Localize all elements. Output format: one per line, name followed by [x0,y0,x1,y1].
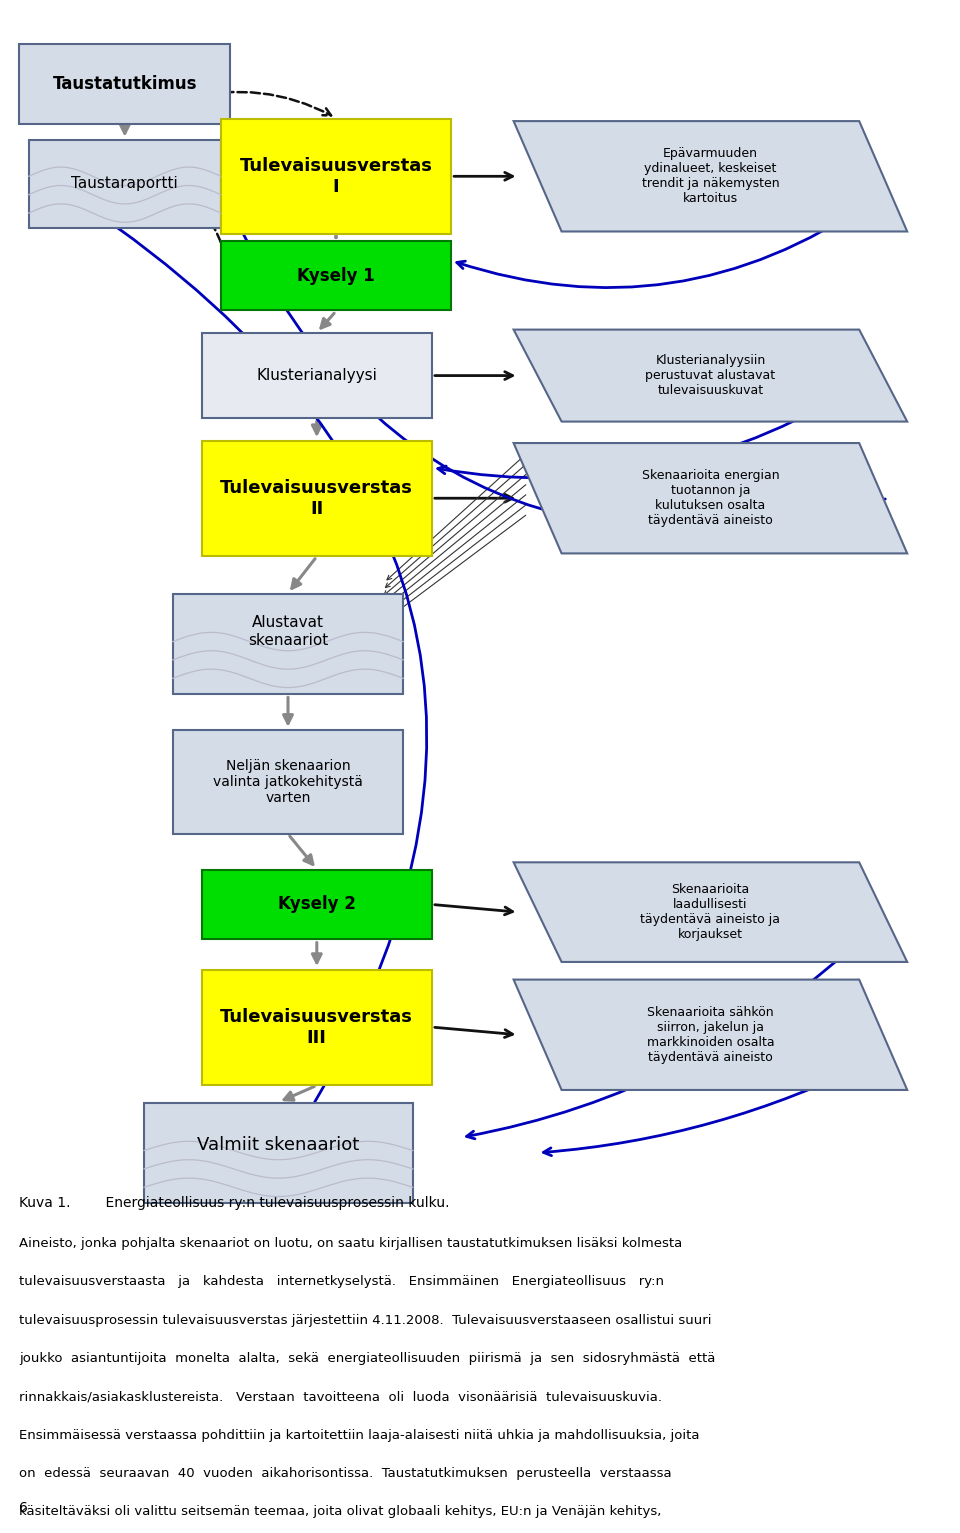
FancyBboxPatch shape [221,120,451,235]
Text: 6: 6 [19,1501,28,1515]
FancyBboxPatch shape [202,871,432,938]
FancyBboxPatch shape [221,242,451,311]
Polygon shape [514,980,907,1090]
Text: käsiteltäväksi oli valittu seitsemän teemaa, joita olivat globaali kehitys, EU:n: käsiteltäväksi oli valittu seitsemän tee… [19,1505,661,1518]
Text: Ensimmäisessä verstaassa pohdittiin ja kartoitettiin laaja-alaisesti niitä uhkia: Ensimmäisessä verstaassa pohdittiin ja k… [19,1429,700,1441]
Polygon shape [514,330,907,422]
Text: tulevaisuusverstaasta   ja   kahdesta   internetkyselystä.   Ensimmäinen   Energ: tulevaisuusverstaasta ja kahdesta intern… [19,1275,664,1288]
Text: on  edessä  seuraavan  40  vuoden  aikahorisontissa.  Taustatutkimuksen  peruste: on edessä seuraavan 40 vuoden aikahoriso… [19,1467,672,1479]
FancyBboxPatch shape [173,593,403,693]
Text: Skenaarioita sähkön
siirron, jakelun ja
markkinoiden osalta
täydentävä aineisto: Skenaarioita sähkön siirron, jakelun ja … [647,1006,774,1064]
FancyBboxPatch shape [202,442,432,555]
Text: Neljän skenaarion
valinta jatkokehitystä
varten: Neljän skenaarion valinta jatkokehitystä… [213,759,363,805]
Text: rinnakkais/asiakasklustereista.   Verstaan  tavoitteena  oli  luoda  visonäärisi: rinnakkais/asiakasklustereista. Verstaan… [19,1390,662,1403]
Polygon shape [514,443,907,553]
Text: Skenaarioita
laadullisesti
täydentävä aineisto ja
korjaukset: Skenaarioita laadullisesti täydentävä ai… [640,883,780,941]
Text: joukko  asiantuntijoita  monelta  alalta,  sekä  energiateollisuuden  piirismä  : joukko asiantuntijoita monelta alalta, s… [19,1352,715,1364]
Text: tulevaisuusprosessin tulevaisuusverstas järjestettiin 4.11.2008.  Tulevaisuusver: tulevaisuusprosessin tulevaisuusverstas … [19,1314,711,1326]
Text: Tulevaisuusverstas
I: Tulevaisuusverstas I [240,156,432,196]
Text: Skenaarioita energian
tuotannon ja
kulutuksen osalta
täydentävä aineisto: Skenaarioita energian tuotannon ja kulut… [641,469,780,527]
FancyBboxPatch shape [202,970,432,1085]
Text: Taustaraportti: Taustaraportti [71,176,179,192]
Text: Klusterianalyysiin
perustuvat alustavat
tulevaisuuskuvat: Klusterianalyysiin perustuvat alustavat … [645,354,776,397]
Text: Tulevaisuusverstas
II: Tulevaisuusverstas II [221,478,413,518]
FancyBboxPatch shape [19,44,230,124]
FancyBboxPatch shape [29,140,221,228]
Text: Klusterianalyysi: Klusterianalyysi [256,368,377,383]
FancyBboxPatch shape [144,1104,413,1202]
FancyBboxPatch shape [202,333,432,417]
Text: Kysely 1: Kysely 1 [298,267,374,285]
Text: Epävarmuuden
ydinalueet, keskeiset
trendit ja näkemysten
kartoitus: Epävarmuuden ydinalueet, keskeiset trend… [641,147,780,205]
Text: Kysely 2: Kysely 2 [277,895,356,914]
Text: Aineisto, jonka pohjalta skenaariot on luotu, on saatu kirjallisen taustatutkimu: Aineisto, jonka pohjalta skenaariot on l… [19,1237,683,1249]
Text: Alustavat
skenaariot: Alustavat skenaariot [248,615,328,648]
Text: Valmiit skenaariot: Valmiit skenaariot [197,1136,360,1154]
FancyBboxPatch shape [173,730,403,834]
Polygon shape [514,121,907,231]
Text: Tulevaisuusverstas
III: Tulevaisuusverstas III [221,1007,413,1047]
Polygon shape [514,862,907,963]
Text: Taustatutkimus: Taustatutkimus [53,75,197,94]
Text: Kuva 1.        Energiateollisuus ry:n tulevaisuusprosessin kulku.: Kuva 1. Energiateollisuus ry:n tulevaisu… [19,1196,449,1210]
